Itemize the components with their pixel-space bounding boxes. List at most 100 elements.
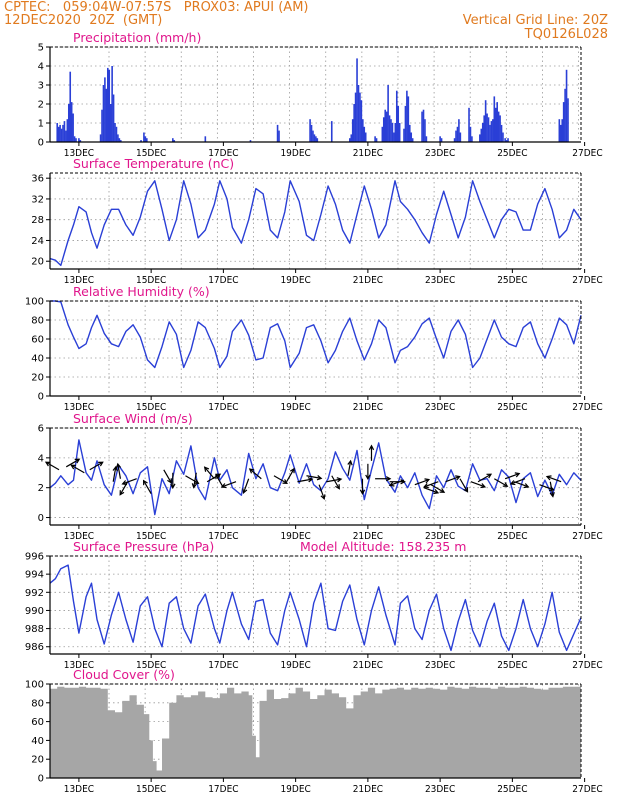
precip-bar: [455, 130, 457, 142]
y-tick-label: 0: [38, 392, 44, 403]
precip-bar: [390, 119, 392, 142]
precip-bar: [421, 111, 423, 142]
precip-bar: [500, 124, 503, 142]
precip-bar: [63, 121, 66, 142]
header-location: CPTEC: 059:04W-07:57S PROX03: APUI (AM): [4, 0, 309, 15]
precip-bar: [70, 102, 73, 142]
surface-pressure-title: Surface Pressure (hPa): [73, 539, 214, 554]
precip-bar: [108, 69, 111, 142]
y-tick-label: 100: [25, 297, 44, 308]
y-tick-label: 100: [25, 680, 44, 691]
y-tick-label: 28: [31, 215, 44, 226]
precip-bar: [356, 58, 358, 142]
precip-bar: [120, 140, 122, 142]
precip-bar: [559, 124, 562, 142]
precip-bar: [558, 119, 561, 142]
wind-vector-arrow: [423, 481, 439, 489]
x-tick-label: 17DEC: [208, 531, 238, 542]
precip-bar: [363, 126, 366, 142]
x-tick-label: 21DEC: [353, 660, 383, 671]
precip-bar: [78, 138, 80, 142]
precip-bar: [404, 105, 407, 142]
precip-bar: [408, 124, 411, 142]
x-tick-label: 19DEC: [280, 148, 310, 159]
precip-bar: [114, 123, 116, 142]
precip-bar: [453, 138, 456, 142]
precip-bar: [69, 71, 72, 142]
x-tick-label: 15DEC: [136, 531, 166, 542]
precip-bar: [140, 140, 142, 142]
precip-bar: [564, 88, 566, 142]
wind-vector-arrow: [65, 458, 81, 468]
x-tick-label: 17DEC: [208, 275, 238, 286]
precip-bar: [315, 136, 317, 142]
surface-pressure-series-line: [49, 564, 582, 652]
wind-vector-arrow: [142, 479, 152, 494]
precip-bar: [62, 124, 64, 142]
x-tick-label: 17DEC: [208, 660, 238, 671]
wind-vector-arrow: [414, 478, 431, 486]
precip-bar: [115, 126, 118, 142]
relative-humidity-panel: Relative Humidity (%) 0 20 40 60 80 100 13DEC 15…: [25, 284, 603, 413]
precip-bar: [72, 113, 74, 142]
wind-vector-arrow: [220, 481, 237, 489]
header-model-id: TQ0126L028: [524, 27, 608, 42]
precip-bar: [561, 119, 564, 142]
y-tick-label: 80: [31, 698, 44, 709]
wind-vector-arrow: [459, 478, 469, 493]
precip-bar: [403, 128, 405, 142]
header-grid-line-note: Vertical Grid Line: 20Z: [462, 13, 608, 28]
precip-bar: [105, 88, 108, 142]
x-tick-label: 15DEC: [136, 148, 166, 159]
wind-vector-arrow: [306, 475, 323, 481]
precip-bar: [425, 136, 428, 142]
x-tick-label: 23DEC: [425, 275, 455, 286]
y-tick-label: 80: [31, 316, 44, 327]
precip-bar: [384, 109, 387, 142]
precip-bar: [57, 126, 60, 142]
x-tick-label: 27DEC: [572, 402, 602, 413]
precip-bar: [117, 134, 119, 142]
precip-bar: [312, 130, 314, 142]
precip-bar: [99, 134, 102, 142]
wind-vector-arrow: [375, 476, 392, 482]
x-tick-label: 21DEC: [353, 148, 383, 159]
x-tick-label: 15DEC: [136, 784, 166, 795]
precip-bar: [309, 119, 311, 142]
precip-bar: [502, 132, 504, 142]
precip-bar: [357, 85, 360, 142]
precip-bar: [73, 136, 76, 142]
wind-vector-arrow: [326, 477, 343, 483]
precip-bar: [249, 140, 252, 142]
precip-bar: [382, 117, 385, 142]
precip-bar: [101, 109, 103, 142]
x-tick-label: 17DEC: [208, 402, 238, 413]
x-tick-label: 23DEC: [425, 660, 455, 671]
precip-bar: [395, 90, 398, 142]
precip-bar: [56, 123, 59, 142]
y-tick-label: 988: [25, 624, 44, 635]
x-tick-label: 23DEC: [425, 784, 455, 795]
precip-bar: [75, 138, 77, 142]
y-tick-label: 24: [31, 236, 44, 247]
y-tick-label: 60: [31, 717, 44, 728]
precip-bar: [385, 111, 388, 142]
wind-vector-arrow: [318, 484, 326, 500]
precip-bar: [469, 126, 472, 142]
precip-bar: [565, 69, 568, 142]
x-tick-label: 19DEC: [280, 275, 310, 286]
x-tick-label: 21DEC: [353, 531, 383, 542]
precip-bar: [66, 119, 69, 142]
precip-bar: [111, 66, 113, 142]
relative-humidity-series-line: [50, 300, 582, 369]
precip-bar: [102, 85, 105, 142]
y-tick-label: 4: [38, 62, 44, 73]
precip-bar: [362, 119, 364, 142]
precip-bar: [410, 132, 413, 142]
wind-vector-arrow: [273, 475, 288, 484]
precip-bar: [397, 105, 400, 142]
precip-bar: [489, 124, 491, 142]
precip-bar: [60, 128, 63, 142]
precip-bar: [316, 138, 319, 142]
x-tick-label: 27DEC: [572, 784, 602, 795]
